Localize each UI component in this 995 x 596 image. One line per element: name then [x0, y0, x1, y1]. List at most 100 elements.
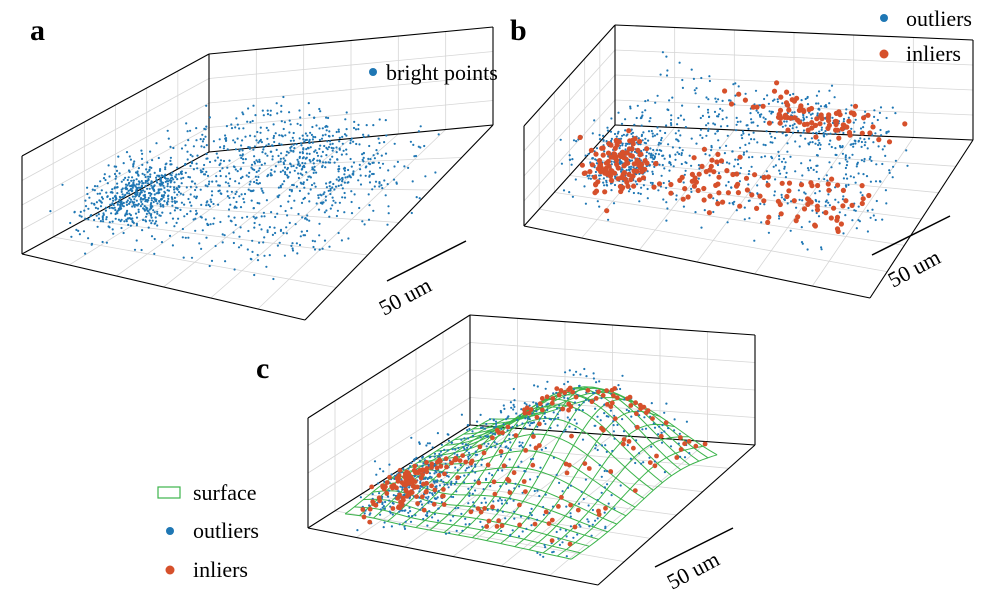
inlier-point [754, 205, 760, 211]
bright-point [169, 145, 172, 148]
outlier-point [607, 218, 610, 221]
bright-point [216, 156, 219, 159]
bright-point [411, 180, 414, 183]
outlier-point [802, 116, 805, 119]
bright-point [151, 219, 154, 222]
bright-point [251, 239, 254, 242]
outlier-point [844, 166, 848, 170]
bright-point [242, 127, 245, 130]
inlier-point [612, 416, 618, 422]
outlier-point [770, 112, 773, 115]
inlier-point [391, 482, 397, 488]
bright-point [279, 157, 282, 160]
panel-b-side-grid-line [523, 49, 616, 152]
outlier-point [520, 460, 523, 463]
outlier-point [536, 475, 539, 478]
bright-point [136, 191, 139, 194]
bright-point [353, 120, 356, 123]
bright-point [118, 195, 121, 198]
inlier-point [718, 158, 725, 164]
outlier-point [539, 553, 542, 556]
outlier-point [710, 149, 713, 152]
outlier-point [509, 441, 512, 444]
bright-point [249, 180, 252, 183]
outlier-point [770, 110, 773, 113]
outlier-point [559, 138, 562, 141]
legend-bright-points-marker [369, 68, 377, 76]
outlier-point [640, 462, 643, 465]
outlier-point [665, 74, 669, 77]
inlier-point [566, 401, 572, 407]
bright-point [115, 175, 118, 178]
outlier-point [403, 525, 406, 528]
bright-point [153, 184, 156, 187]
bright-point [343, 196, 347, 199]
outlier-point [613, 132, 617, 136]
outlier-point [844, 184, 848, 187]
outlier-point [629, 105, 632, 108]
bright-point [325, 129, 328, 132]
outlier-point [733, 165, 736, 168]
bright-point [202, 138, 205, 141]
bright-point [284, 159, 287, 162]
bright-point [274, 165, 277, 168]
outlier-point [700, 226, 703, 229]
outlier-point [523, 402, 526, 405]
bright-point [361, 153, 364, 156]
inlier-point [776, 111, 782, 117]
inlier-point [715, 181, 721, 187]
outlier-point [508, 458, 511, 461]
bright-point [372, 161, 375, 164]
bright-point [150, 216, 153, 219]
outlier-point [466, 429, 469, 432]
outlier-point [669, 122, 673, 125]
bright-point [321, 247, 324, 250]
bright-point [239, 168, 242, 171]
outlier-point [557, 416, 560, 419]
bright-point [95, 214, 98, 217]
outlier-point [391, 513, 394, 516]
outlier-point [401, 488, 404, 491]
bright-point [226, 195, 229, 198]
bright-point [204, 128, 207, 131]
inlier-point [517, 522, 522, 528]
inlier-point [414, 484, 420, 490]
outlier-point [665, 186, 668, 189]
outlier-point [378, 467, 382, 470]
outlier-point [444, 462, 447, 465]
outlier-point [718, 146, 722, 149]
outlier-point [844, 156, 847, 159]
outlier-point [773, 137, 777, 140]
outlier-point [739, 166, 743, 170]
bright-point [103, 173, 106, 176]
bright-point [296, 252, 299, 255]
inlier-point [689, 171, 696, 177]
bright-point [139, 205, 142, 208]
outlier-point [368, 504, 371, 507]
bright-point [145, 168, 148, 171]
bright-point [195, 195, 198, 198]
bright-point [323, 191, 326, 194]
outlier-point [635, 183, 639, 186]
bright-point [342, 149, 345, 152]
bright-point [144, 185, 147, 188]
bright-point [263, 254, 266, 257]
bright-point [393, 142, 396, 145]
bright-point [82, 230, 86, 233]
bright-point [253, 221, 256, 225]
panel-c-box-edge [597, 444, 756, 586]
outlier-point [835, 153, 838, 157]
outlier-point [834, 132, 837, 135]
outlier-point [431, 516, 434, 519]
bright-point [205, 104, 208, 107]
bright-point [171, 200, 174, 203]
inlier-point [602, 167, 608, 173]
outlier-point [484, 434, 487, 438]
inlier-point [608, 404, 614, 409]
inlier-point [615, 165, 621, 171]
outlier-point [449, 519, 452, 522]
bright-point [292, 131, 295, 135]
inlier-point [801, 206, 808, 212]
bright-point [213, 217, 216, 220]
